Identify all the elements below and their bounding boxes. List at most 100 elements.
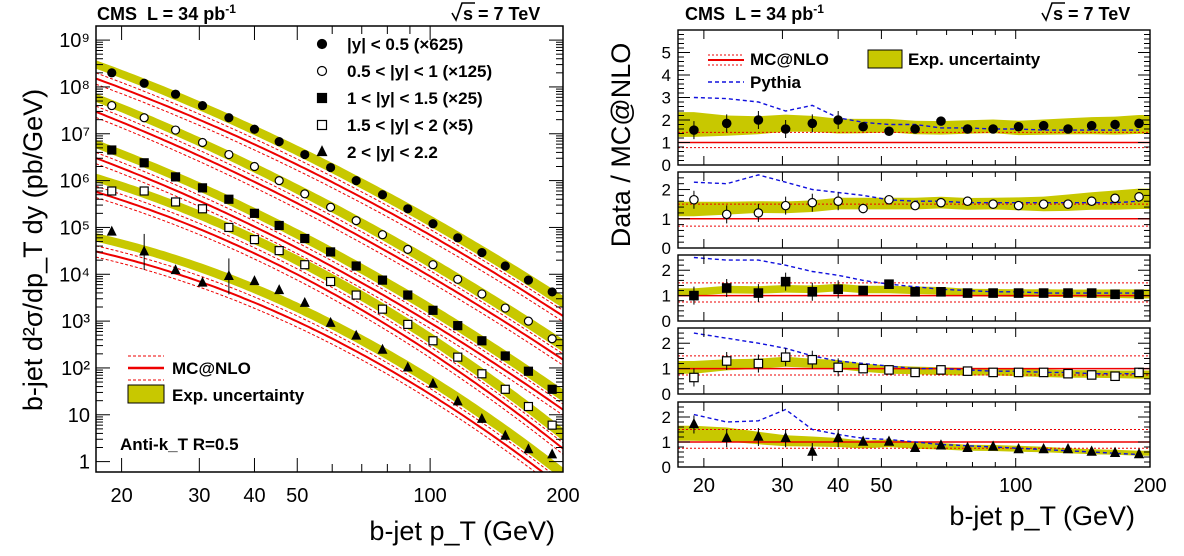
anti-kt-annotation: Anti-k_T R=0.5 — [120, 435, 239, 454]
data-point — [274, 284, 285, 295]
data-point — [547, 287, 557, 297]
ratio-point — [988, 124, 998, 134]
legend-marker — [316, 65, 328, 77]
data-point — [403, 290, 413, 300]
data-point — [249, 275, 260, 286]
data-point — [224, 222, 234, 233]
data-point — [224, 149, 234, 160]
ratio-point — [1110, 193, 1120, 204]
ratio-point — [1110, 119, 1120, 130]
ratio-point — [858, 121, 868, 132]
data-point — [428, 260, 438, 270]
x-tick-label: 200 — [546, 485, 579, 507]
ratio-point — [884, 279, 894, 289]
data-point — [249, 161, 260, 172]
data-point — [428, 336, 438, 346]
ratio-point — [1038, 199, 1049, 209]
ratio-point — [910, 287, 920, 297]
data-point — [325, 202, 336, 212]
mcnlo-curve-3 — [96, 190, 563, 450]
ratio-x-tick-label: 100 — [999, 475, 1032, 497]
data-point — [453, 274, 463, 284]
ratio-point — [721, 283, 732, 293]
ratio-frame-2 — [677, 254, 1151, 322]
data-point — [300, 233, 310, 244]
ratio-x-tick-label: 40 — [827, 475, 849, 497]
ratio-point — [910, 367, 920, 378]
ratio-point — [884, 126, 894, 137]
ratio-x-tick-label: 20 — [693, 475, 715, 497]
legend-label-2: 1 < |y| < 1.5 (×25) — [347, 89, 483, 108]
data-point — [351, 261, 361, 271]
ratio-point — [884, 365, 894, 375]
ratio-point — [988, 288, 998, 298]
ratio-y-axis-title: Data / MC@NLO — [606, 43, 636, 247]
ratio-panel-1: 0 1 2 — [662, 171, 1151, 258]
ratio-panel-2: 0 1 2 — [662, 254, 1151, 331]
ratio-point — [1109, 446, 1121, 458]
ratio-point — [1133, 447, 1145, 459]
ratio-panel-inner-0 — [678, 96, 1150, 149]
data-point — [106, 225, 117, 236]
y-tick-label: 2 — [662, 408, 671, 427]
ratio-point — [1086, 445, 1097, 456]
data-point — [249, 234, 260, 245]
ratio-point — [935, 439, 947, 450]
mcnlo-up-4 — [96, 245, 551, 472]
data-point — [500, 384, 510, 394]
legend-label-4: 2 < |y| < 2.2 — [347, 143, 438, 162]
ratio-point — [1134, 367, 1144, 378]
mcnlo-up-1 — [96, 105, 563, 355]
data-point — [377, 343, 388, 354]
data-point — [325, 276, 336, 287]
ratio-point — [909, 441, 921, 453]
legend-marker — [316, 92, 328, 104]
data-point — [170, 172, 181, 182]
data-point — [139, 186, 149, 196]
data-point — [249, 208, 260, 218]
data-point — [547, 384, 557, 394]
data-point — [523, 275, 534, 285]
legend-mcnlo: MC@NLO — [172, 359, 251, 378]
ratio-point — [780, 431, 791, 443]
data-point — [107, 145, 117, 155]
ratio-point — [721, 118, 732, 129]
y-tick-label: 2 — [662, 334, 671, 353]
ratio-point — [1086, 288, 1097, 298]
ratio-point — [689, 125, 699, 135]
data-point — [477, 369, 487, 379]
y-tick-label: 0 — [662, 156, 671, 175]
ratio-point — [884, 194, 894, 205]
data-point — [476, 412, 487, 423]
data-point — [325, 162, 336, 173]
y-tick-label: 10 — [68, 405, 90, 427]
y-tick-label: 2 — [662, 111, 671, 130]
ratio-point — [1134, 192, 1144, 202]
ratio-x-tick-label: 200 — [1133, 475, 1166, 497]
ratio-point — [936, 197, 946, 208]
ratio-point — [1134, 289, 1144, 300]
ratio-point — [1038, 120, 1049, 131]
band-1 — [96, 93, 563, 352]
data-point — [274, 220, 284, 231]
data-point — [500, 303, 510, 313]
ratio-point — [1013, 442, 1024, 454]
ratio-point — [1110, 371, 1120, 382]
ratio-panel-inner-3 — [678, 332, 1150, 387]
data-point — [197, 204, 208, 214]
data-point — [403, 319, 413, 330]
data-point — [500, 429, 511, 440]
y-tick-label: 1 — [79, 452, 90, 474]
data-point — [547, 448, 558, 459]
ratio-point — [1062, 442, 1074, 454]
spectra-y-axis-title: b-jet d²σ/dp_T dy (pb/GeV) — [18, 89, 48, 411]
ratio-x-tick-label: 30 — [771, 475, 793, 497]
data-point — [300, 189, 310, 199]
y-tick-label: 10⁷ — [61, 124, 90, 146]
svg-text:s = 7 TeV: s = 7 TeV — [463, 4, 540, 24]
legend-marker — [316, 145, 328, 157]
ratio-point — [883, 435, 895, 446]
mcnlo-curve-1 — [96, 110, 563, 361]
data-point — [197, 137, 208, 148]
